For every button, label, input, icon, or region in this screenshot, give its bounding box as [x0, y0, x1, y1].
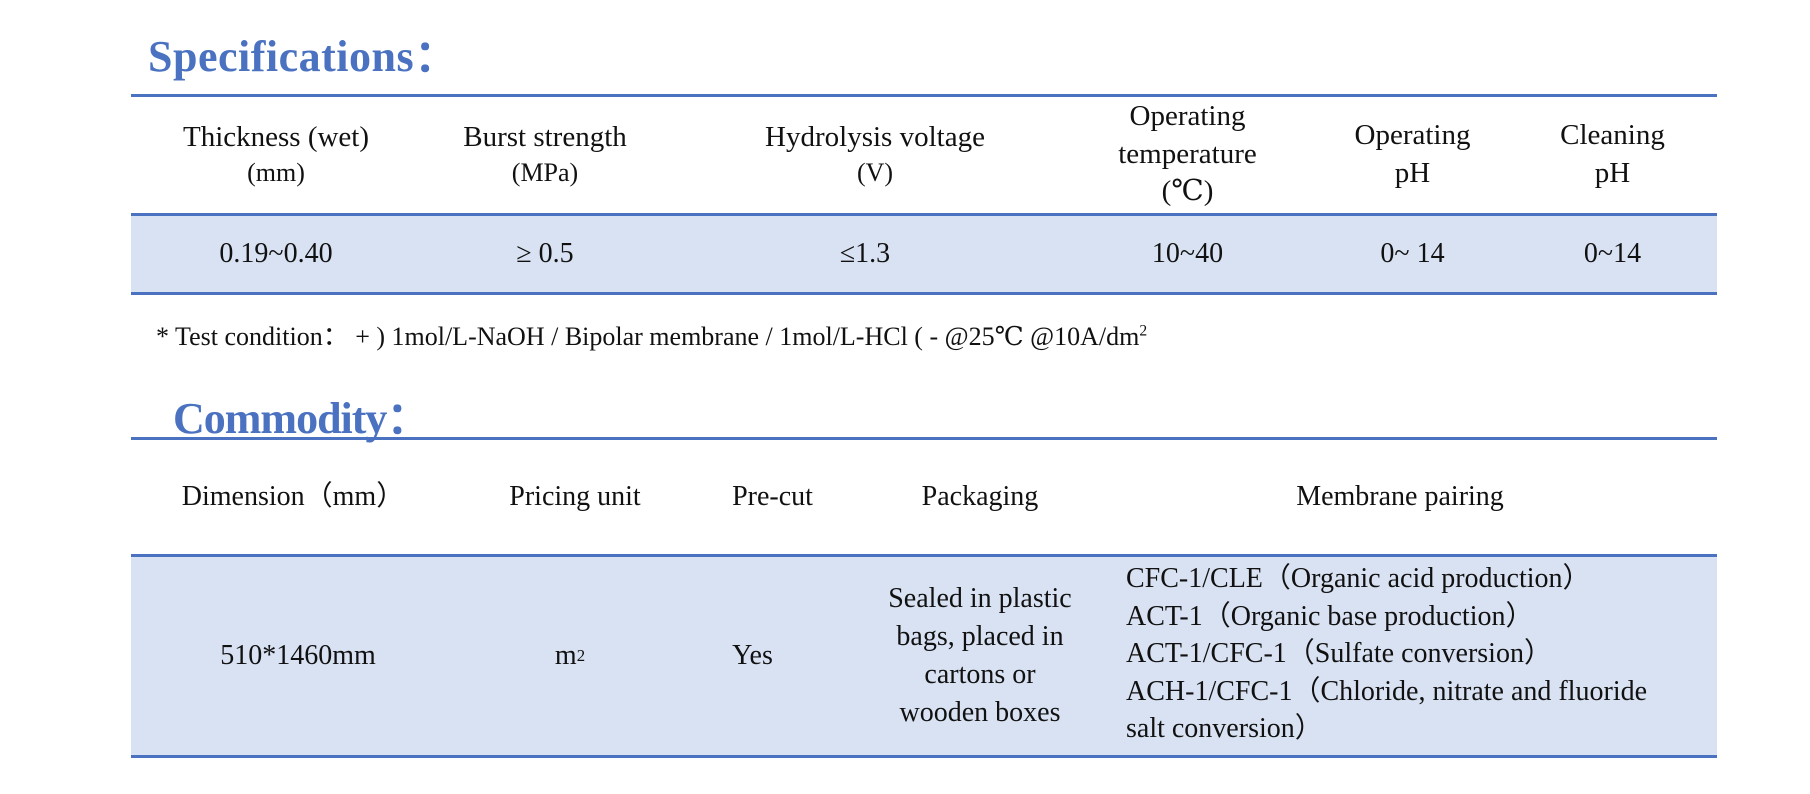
spec-values-band — [131, 215, 1717, 292]
commodity-heading: Commodity： — [173, 394, 430, 443]
commodity-mid-rule — [131, 554, 1717, 557]
commodity-header-pre-cut: Pre-cut — [732, 480, 813, 512]
commodity-value-dimension: 510*1460mm — [220, 639, 376, 671]
commodity-header-packaging: Packaging — [921, 480, 1039, 512]
test-condition-superscript: 2 — [1139, 322, 1148, 340]
membrane-pairing-line: ACT-1（Organic base production） — [1126, 600, 1534, 632]
commodity-top-rule — [131, 437, 1717, 440]
membrane-pairing-line: ACT-1/CFC-1（Sulfate conversion） — [1126, 638, 1552, 669]
packaging-line: wooden boxes — [899, 697, 1061, 728]
packaging-line: Sealed in plastic — [888, 583, 1072, 614]
pricing-unit-superscript: 2 — [576, 646, 586, 666]
spec-value-cleaning-ph: 0~14 — [1583, 237, 1642, 269]
test-condition-text: * Test condition： + ) 1mol/L-NaOH / Bipo… — [156, 322, 1140, 351]
table-mid-rule — [131, 213, 1717, 216]
commodity-header-pricing-unit: Pricing unit — [509, 480, 641, 512]
spec-header-operating-ph: Operating pH — [1354, 118, 1471, 189]
spec-header-burst-strength: Burst strength (MPa) — [463, 120, 627, 188]
spec-value-hydrolysis-voltage: ≤1.3 — [839, 237, 891, 269]
commodity-value-packaging: Sealed in plastic bags, placed in carton… — [870, 557, 1090, 755]
spec-header-operating-temperature: Operating temperature (℃) — [1118, 99, 1257, 208]
specifications-heading: Specifications： — [148, 32, 459, 81]
spec-header-cleaning-ph: Cleaning pH — [1560, 118, 1665, 189]
spec-value-operating-ph: 0~ 14 — [1380, 237, 1445, 269]
commodity-header-membrane-pairing: Membrane pairing — [1296, 480, 1504, 512]
commodity-row-band — [131, 556, 1717, 756]
pricing-unit-text: m — [554, 639, 577, 671]
packaging-line: cartons or — [924, 659, 1036, 690]
test-condition-note: * Test condition： + ) 1mol/L-NaOH / Bipo… — [156, 316, 1147, 353]
spec-header-thickness: Thickness (wet) (mm) — [182, 120, 370, 188]
spec-header-hydrolysis-voltage: Hydrolysis voltage (V) — [765, 120, 985, 188]
commodity-bottom-rule — [131, 755, 1717, 758]
membrane-pairing-line: CFC-1/CLE（Organic acid production） — [1126, 563, 1591, 594]
commodity-value-membrane-pairing: CFC-1/CLE（Organic acid production） ACT-1… — [1126, 560, 1714, 748]
spec-value-operating-temperature: 10~40 — [1151, 237, 1224, 269]
membrane-pairing-line: salt conversion） — [1126, 713, 1323, 744]
spec-value-thickness: 0.19~0.40 — [219, 237, 333, 269]
table-bottom-rule — [131, 292, 1717, 295]
commodity-header-dimension: Dimension（mm） — [181, 480, 405, 512]
spec-value-burst-strength: ≥ 0.5 — [516, 237, 574, 269]
commodity-value-pre-cut: Yes — [732, 639, 773, 671]
membrane-pairing-line: ACH-1/CFC-1（Chloride, nitrate and fluori… — [1126, 675, 1648, 707]
table-top-rule — [131, 94, 1717, 97]
packaging-line: bags, placed in — [896, 621, 1064, 652]
